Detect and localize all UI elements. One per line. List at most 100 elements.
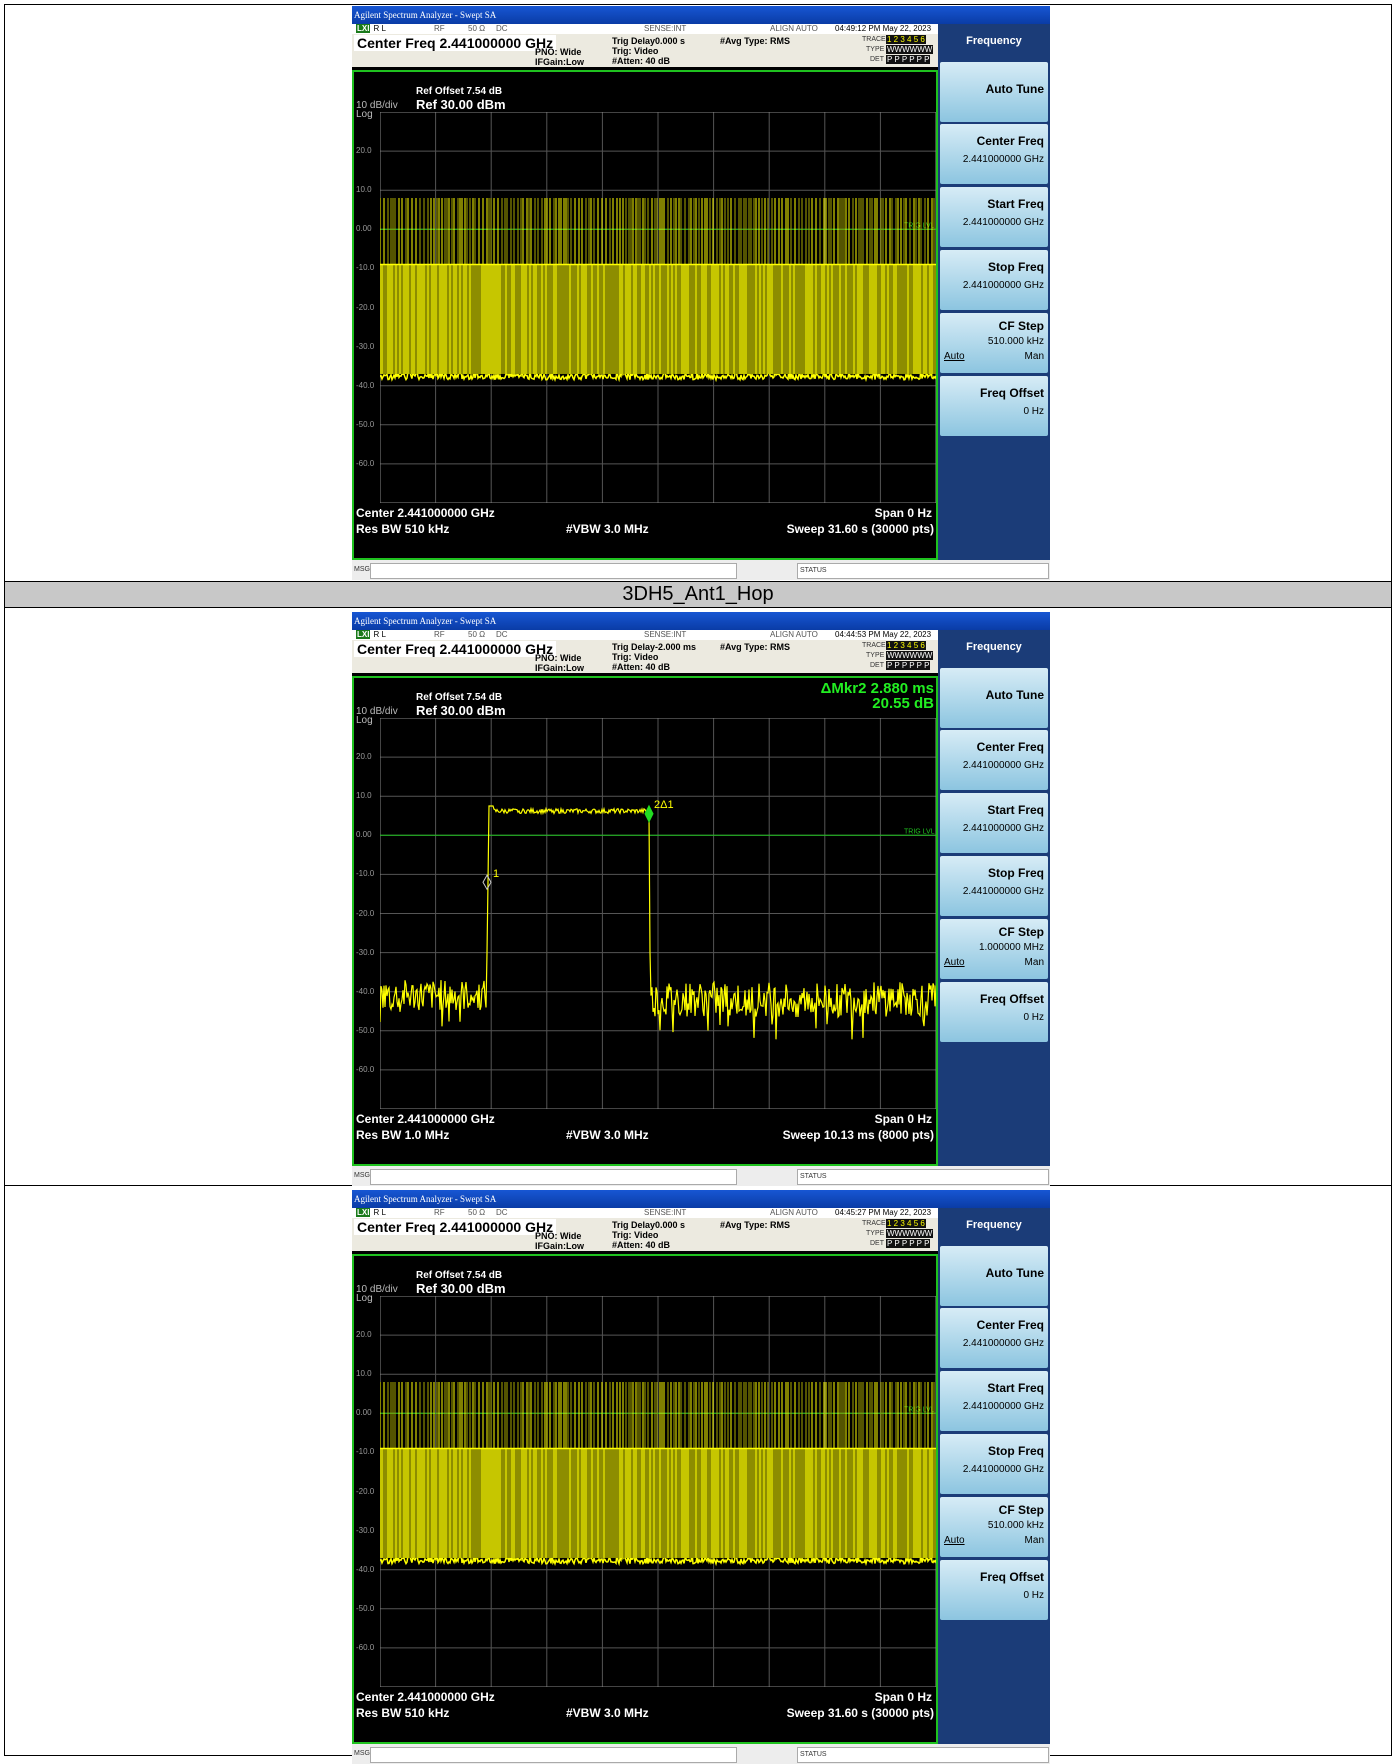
cf-step-key[interactable]: CF Step 1.000000 MHz Auto Man (940, 919, 1048, 979)
trig-delay-label: Trig Delay-2.000 ms (612, 642, 697, 652)
ifgain-label: IFGain:Low (535, 57, 584, 67)
status-box: STATUS (797, 1169, 1049, 1185)
message-bar: MSG STATUS (352, 1166, 1050, 1186)
scale-log: Log (356, 109, 373, 120)
auto-tune-key[interactable]: Auto Tune (940, 62, 1048, 122)
trig-label: Trig: Video (612, 46, 659, 56)
plot-area: 10 dB/div Log Ref Offset 7.54 dB Ref 30.… (352, 676, 938, 1166)
status-line: LXI R L RF 50 Ω DC SENSE:INT ALIGN AUTO 0… (352, 630, 938, 640)
cf-step-key[interactable]: CF Step 510.000 kHz Auto Man (940, 1497, 1048, 1557)
sweep-time: Sweep 10.13 ms (8000 pts) (782, 1128, 934, 1142)
window-title: Agilent Spectrum Analyzer - Swept SA (352, 612, 1050, 630)
annotation-bar: Center Freq 2.441000000 GHz PNO: Wide IF… (352, 1218, 938, 1251)
impedance-indicator: 50 Ω (468, 24, 486, 33)
start-freq-key[interactable]: Start Freq 2.441000000 GHz (940, 793, 1048, 853)
cf-step-auto[interactable]: Auto (944, 1535, 965, 1546)
start-freq-label: Start Freq (987, 197, 1044, 211)
center-freq-key[interactable]: Center Freq 2.441000000 GHz (940, 730, 1048, 790)
cf-step-value: 1.000000 MHz (978, 942, 1044, 953)
ref-offset: Ref Offset 7.54 dB (416, 1270, 503, 1281)
freq-offset-key[interactable]: Freq Offset 0 Hz (940, 982, 1048, 1042)
stop-freq-key[interactable]: Stop Freq 2.441000000 GHz (940, 856, 1048, 916)
atten-label: #Atten: 40 dB (612, 662, 671, 672)
stop-freq-value: 2.441000000 GHz (962, 280, 1044, 291)
spectrum-analyzer-screenshot: Agilent Spectrum Analyzer - Swept SA LXI… (352, 612, 1050, 1186)
det-values: P P P P P P (886, 661, 931, 670)
cf-step-auto[interactable]: Auto (944, 957, 965, 968)
start-freq-value: 2.441000000 GHz (962, 217, 1044, 228)
atten-label: #Atten: 40 dB (612, 1240, 671, 1250)
ref-level: Ref 30.00 dBm (416, 703, 506, 718)
sense-indicator: SENSE:INT (644, 24, 687, 33)
avg-type-label: #Avg Type: RMS (720, 1220, 791, 1230)
center-freq-key[interactable]: Center Freq 2.441000000 GHz (940, 1308, 1048, 1368)
marker-1-diamond (482, 874, 492, 891)
plot-area: 10 dB/div Log Ref Offset 7.54 dB Ref 30.… (352, 1254, 938, 1744)
trig-label: Trig: Video (612, 652, 659, 662)
y-tick-label: -60.0 (356, 458, 375, 468)
det-values: P P P P P P (886, 55, 931, 64)
auto-tune-key[interactable]: Auto Tune (940, 668, 1048, 728)
center-freq-label: Center Freq (976, 740, 1044, 754)
pno-label: PNO: Wide (535, 1231, 582, 1241)
stop-freq-label: Stop Freq (988, 1444, 1044, 1458)
rl-indicator: LXI R L (356, 24, 386, 33)
auto-tune-label: Auto Tune (985, 688, 1044, 702)
trace-label: TRACE (862, 36, 886, 43)
y-tick-label: 20.0 (356, 1330, 372, 1340)
y-tick-label: 10.0 (356, 185, 372, 195)
softkey-menu-title: Frequency (966, 1219, 1022, 1231)
avg-type-label: #Avg Type: RMS (720, 36, 791, 46)
y-tick-label: -30.0 (356, 947, 375, 957)
stop-freq-key[interactable]: Stop Freq 2.441000000 GHz (940, 1434, 1048, 1494)
span-bottom: Span 0 Hz (874, 1112, 932, 1126)
trace-graph: TRIG LVL 1 2Δ1 (380, 718, 936, 1109)
y-tick-label: 0.00 (356, 830, 372, 840)
center-freq-readout: Center Freq 2.441000000 GHz (354, 1219, 557, 1235)
y-tick-label: -50.0 (356, 1603, 375, 1613)
center-freq-label: Center Freq (976, 134, 1044, 148)
freq-offset-key[interactable]: Freq Offset 0 Hz (940, 376, 1048, 436)
status-label: STATUS (800, 1173, 827, 1180)
center-freq-readout: Center Freq 2.441000000 GHz (354, 35, 557, 51)
y-tick-label: -60.0 (356, 1064, 375, 1074)
cf-step-value: 510.000 kHz (987, 336, 1044, 347)
cf-step-auto[interactable]: Auto (944, 351, 965, 362)
rf-indicator: RF (434, 1208, 445, 1217)
freq-offset-label: Freq Offset (979, 1570, 1044, 1584)
freq-offset-value: 0 Hz (1023, 406, 1044, 417)
timestamp: 04:45:27 PM May 22, 2023 (835, 1208, 932, 1217)
trace-dense-block (380, 264, 936, 374)
y-tick-label: 10.0 (356, 791, 372, 801)
cf-step-man[interactable]: Man (1024, 351, 1044, 362)
freq-offset-value: 0 Hz (1023, 1590, 1044, 1601)
marker-2-label: 2Δ1 (654, 799, 674, 811)
auto-tune-key[interactable]: Auto Tune (940, 1246, 1048, 1306)
rf-indicator: RF (434, 24, 445, 33)
coupling-indicator: DC (496, 630, 508, 639)
freq-offset-key[interactable]: Freq Offset 0 Hz (940, 1560, 1048, 1620)
center-freq-value: 2.441000000 GHz (962, 760, 1044, 771)
impedance-indicator: 50 Ω (468, 1208, 486, 1217)
stop-freq-key[interactable]: Stop Freq 2.441000000 GHz (940, 250, 1048, 310)
center-freq-value: 2.441000000 GHz (962, 154, 1044, 165)
span-bottom: Span 0 Hz (874, 1690, 932, 1704)
y-tick-label: 10.0 (356, 1369, 372, 1379)
trace-label: TRACE (862, 642, 886, 649)
cf-step-man[interactable]: Man (1024, 957, 1044, 968)
cf-step-man[interactable]: Man (1024, 1535, 1044, 1546)
cf-step-label: CF Step (998, 1503, 1044, 1517)
marker-1-label: 1 (493, 868, 499, 880)
timestamp: 04:49:12 PM May 22, 2023 (835, 24, 932, 33)
trace-label: TRACE (862, 1220, 886, 1227)
sense-indicator: SENSE:INT (644, 630, 687, 639)
start-freq-key[interactable]: Start Freq 2.441000000 GHz (940, 187, 1048, 247)
message-bar: MSG STATUS (352, 560, 1050, 580)
start-freq-key[interactable]: Start Freq 2.441000000 GHz (940, 1371, 1048, 1431)
cf-step-key[interactable]: CF Step 510.000 kHz Auto Man (940, 313, 1048, 373)
status-box: STATUS (797, 563, 1049, 579)
timestamp: 04:44:53 PM May 22, 2023 (835, 630, 932, 639)
marker-2-diamond (644, 804, 654, 823)
center-freq-key[interactable]: Center Freq 2.441000000 GHz (940, 124, 1048, 184)
ref-offset: Ref Offset 7.54 dB (416, 692, 503, 703)
